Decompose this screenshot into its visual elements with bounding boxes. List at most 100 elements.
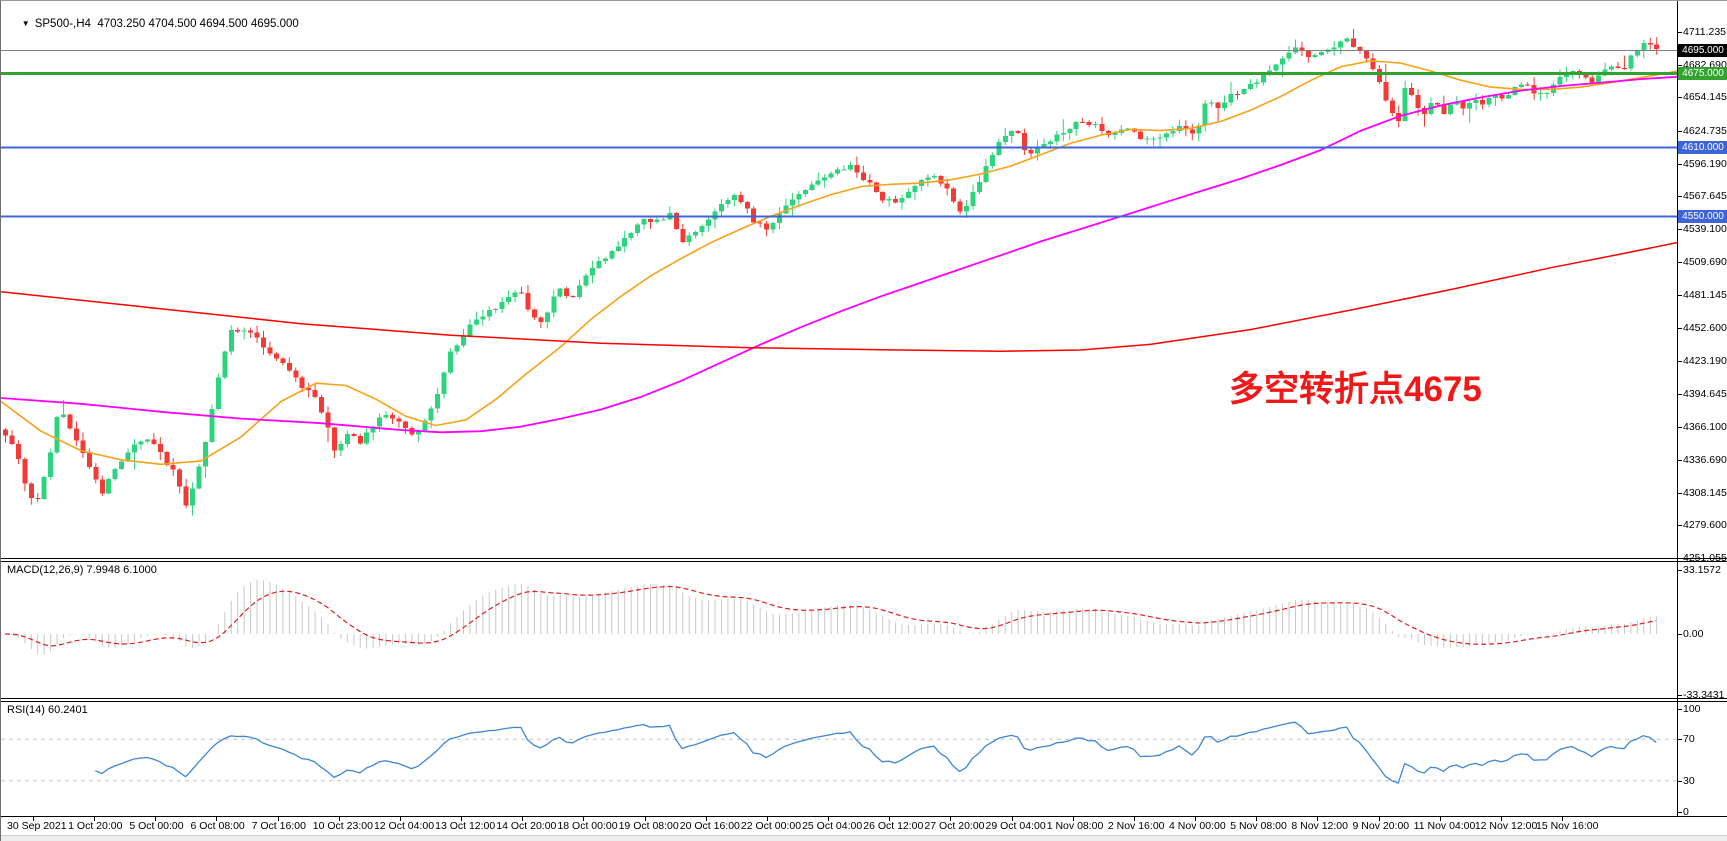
price-axis-tick bbox=[1677, 525, 1682, 527]
price-axis-label: 4336.690 bbox=[1683, 454, 1727, 467]
price-axis-label: 4423.190 bbox=[1683, 355, 1727, 368]
time-axis-tick bbox=[889, 817, 891, 821]
price-axis-tick bbox=[1677, 262, 1682, 264]
panel-separator-main-macd-2[interactable] bbox=[1, 561, 1727, 562]
price-level-badge-support-blue: 4610.000 bbox=[1678, 141, 1727, 155]
price-axis-tick bbox=[1677, 130, 1682, 132]
time-axis-tick bbox=[216, 817, 218, 821]
indicator-axis-tick bbox=[1677, 695, 1682, 696]
macd-signal-line bbox=[4, 585, 1657, 647]
rsi-axis-label: 0 bbox=[1683, 806, 1689, 818]
time-axis-label: 10 Oct 23:00 bbox=[312, 820, 373, 832]
macd-panel-canvas[interactable] bbox=[1, 562, 1677, 698]
rsi-line bbox=[95, 721, 1657, 784]
price-axis-label: 4539.100 bbox=[1683, 222, 1727, 235]
time-axis-label: 11 Nov 04:00 bbox=[1413, 820, 1476, 832]
time-axis-tick bbox=[399, 817, 401, 821]
price-axis-tick bbox=[1677, 64, 1682, 66]
time-axis-label: 30 Sep 2021 bbox=[7, 820, 67, 832]
panel-separator-main-macd[interactable] bbox=[1, 558, 1727, 559]
price-axis-tick bbox=[1677, 196, 1682, 198]
time-axis-tick bbox=[950, 817, 952, 821]
time-axis-tick bbox=[1256, 817, 1258, 821]
macd-axis-label: 33.1572 bbox=[1683, 564, 1721, 576]
rsi-indicator-label: RSI(14) 60.2401 bbox=[7, 704, 88, 716]
panel-separator-macd-rsi-2[interactable] bbox=[1, 701, 1727, 702]
time-axis-label: 5 Oct 00:00 bbox=[129, 820, 184, 832]
price-axis-tick bbox=[1677, 492, 1682, 494]
time-axis-label: 6 Oct 08:00 bbox=[190, 820, 245, 832]
rsi-axis-label: 100 bbox=[1683, 703, 1701, 715]
macd-indicator-label: MACD(12,26,9) 7.9948 6.1000 bbox=[7, 564, 157, 576]
time-axis-tick bbox=[1133, 817, 1135, 821]
panel-separator-macd-rsi[interactable] bbox=[1, 698, 1727, 699]
time-axis-tick bbox=[338, 817, 340, 821]
indicator-axis-tick bbox=[1677, 812, 1682, 813]
time-axis-tick bbox=[155, 817, 157, 821]
price-level-badge-support-blue: 4550.000 bbox=[1678, 209, 1727, 223]
time-axis-label: 12 Oct 04:00 bbox=[373, 820, 435, 832]
main-chart-canvas[interactable] bbox=[1, 1, 1677, 558]
slow-ma-red-line bbox=[1, 241, 1677, 352]
symbol-info: ▼ SP500-,H4 4703.250 4704.500 4694.500 46… bbox=[9, 6, 299, 42]
price-axis-label: 4596.190 bbox=[1683, 157, 1727, 170]
time-axis-label: 5 Nov 08:00 bbox=[1230, 820, 1287, 832]
price-axis-tick bbox=[1677, 327, 1682, 329]
price-axis-label: 4509.690 bbox=[1683, 256, 1727, 269]
price-axis-label: 4711.235 bbox=[1683, 26, 1727, 38]
annotation-text: 多空转折点4675 bbox=[1229, 370, 1482, 409]
time-axis-tick bbox=[1500, 817, 1502, 821]
price-axis-border bbox=[1677, 1, 1678, 817]
candles-series bbox=[3, 29, 1660, 516]
window-bottom-strip bbox=[1, 835, 1727, 841]
time-axis-tick bbox=[277, 817, 279, 821]
price-axis-label: 4624.735 bbox=[1683, 124, 1727, 137]
macd-axis-label: 0.00 bbox=[1683, 628, 1704, 640]
time-axis-label: 1 Nov 08:00 bbox=[1046, 820, 1104, 832]
price-axis-label: 4567.645 bbox=[1683, 190, 1727, 203]
symbol-dropdown-icon[interactable]: ▼ bbox=[21, 19, 30, 28]
time-axis-label: 25 Oct 04:00 bbox=[802, 820, 863, 832]
price-axis-label: 4452.600 bbox=[1683, 321, 1727, 334]
time-axis-tick bbox=[583, 817, 585, 821]
price-axis-tick bbox=[1677, 393, 1682, 395]
time-axis-label: 4 Nov 00:00 bbox=[1169, 820, 1226, 832]
rsi-panel-canvas[interactable] bbox=[1, 702, 1677, 816]
indicator-axis-tick bbox=[1677, 781, 1682, 782]
price-axis-label: 4654.145 bbox=[1683, 91, 1727, 104]
price-axis-tick bbox=[1677, 97, 1682, 99]
time-axis-label: 20 Oct 16:00 bbox=[679, 820, 740, 832]
fast-ma-orange-line bbox=[1, 59, 1677, 466]
price-axis-tick bbox=[1677, 295, 1682, 296]
time-axis-label: 22 Oct 00:00 bbox=[740, 820, 802, 832]
indicator-axis-tick bbox=[1677, 739, 1682, 740]
time-axis-label: 7 Oct 16:00 bbox=[251, 820, 306, 832]
price-axis-label: 4279.600 bbox=[1683, 519, 1727, 532]
price-axis-tick bbox=[1677, 32, 1682, 33]
price-axis-label: 4366.100 bbox=[1683, 420, 1727, 433]
time-axis-tick bbox=[1072, 817, 1074, 821]
time-axis-tick bbox=[1195, 817, 1197, 821]
price-axis-tick bbox=[1677, 426, 1682, 428]
indicator-axis-tick bbox=[1677, 634, 1682, 635]
time-axis-tick bbox=[461, 817, 463, 821]
time-axis-label: 26 Oct 12:00 bbox=[863, 820, 924, 832]
symbol-ohlc-label: SP500-,H4 4703.250 4704.500 4694.500 469… bbox=[34, 18, 299, 30]
time-axis-tick bbox=[1011, 817, 1013, 821]
time-axis-label: 9 Nov 20:00 bbox=[1352, 820, 1410, 832]
time-axis-tick bbox=[828, 817, 830, 821]
indicator-axis-tick bbox=[1677, 709, 1682, 710]
indicator-axis-tick bbox=[1677, 570, 1682, 571]
time-axis-label: 18 Oct 00:00 bbox=[557, 820, 618, 832]
rsi-axis-label: 30 bbox=[1683, 775, 1695, 787]
time-axis-tick bbox=[644, 817, 646, 821]
price-axis-tick bbox=[1677, 460, 1682, 462]
time-axis-label: 14 Oct 20:00 bbox=[496, 820, 557, 832]
time-axis-label: 29 Oct 04:00 bbox=[985, 820, 1046, 832]
time-axis-tick bbox=[766, 817, 768, 821]
price-axis-label: 4394.645 bbox=[1683, 387, 1727, 400]
time-axis-label: 1 Oct 20:00 bbox=[68, 820, 123, 832]
time-axis-tick bbox=[94, 817, 96, 821]
time-axis-label: 8 Nov 12:00 bbox=[1291, 820, 1348, 832]
time-axis-border bbox=[1, 816, 1727, 817]
